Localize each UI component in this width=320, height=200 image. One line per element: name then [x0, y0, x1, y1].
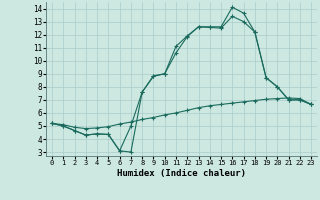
- X-axis label: Humidex (Indice chaleur): Humidex (Indice chaleur): [117, 169, 246, 178]
